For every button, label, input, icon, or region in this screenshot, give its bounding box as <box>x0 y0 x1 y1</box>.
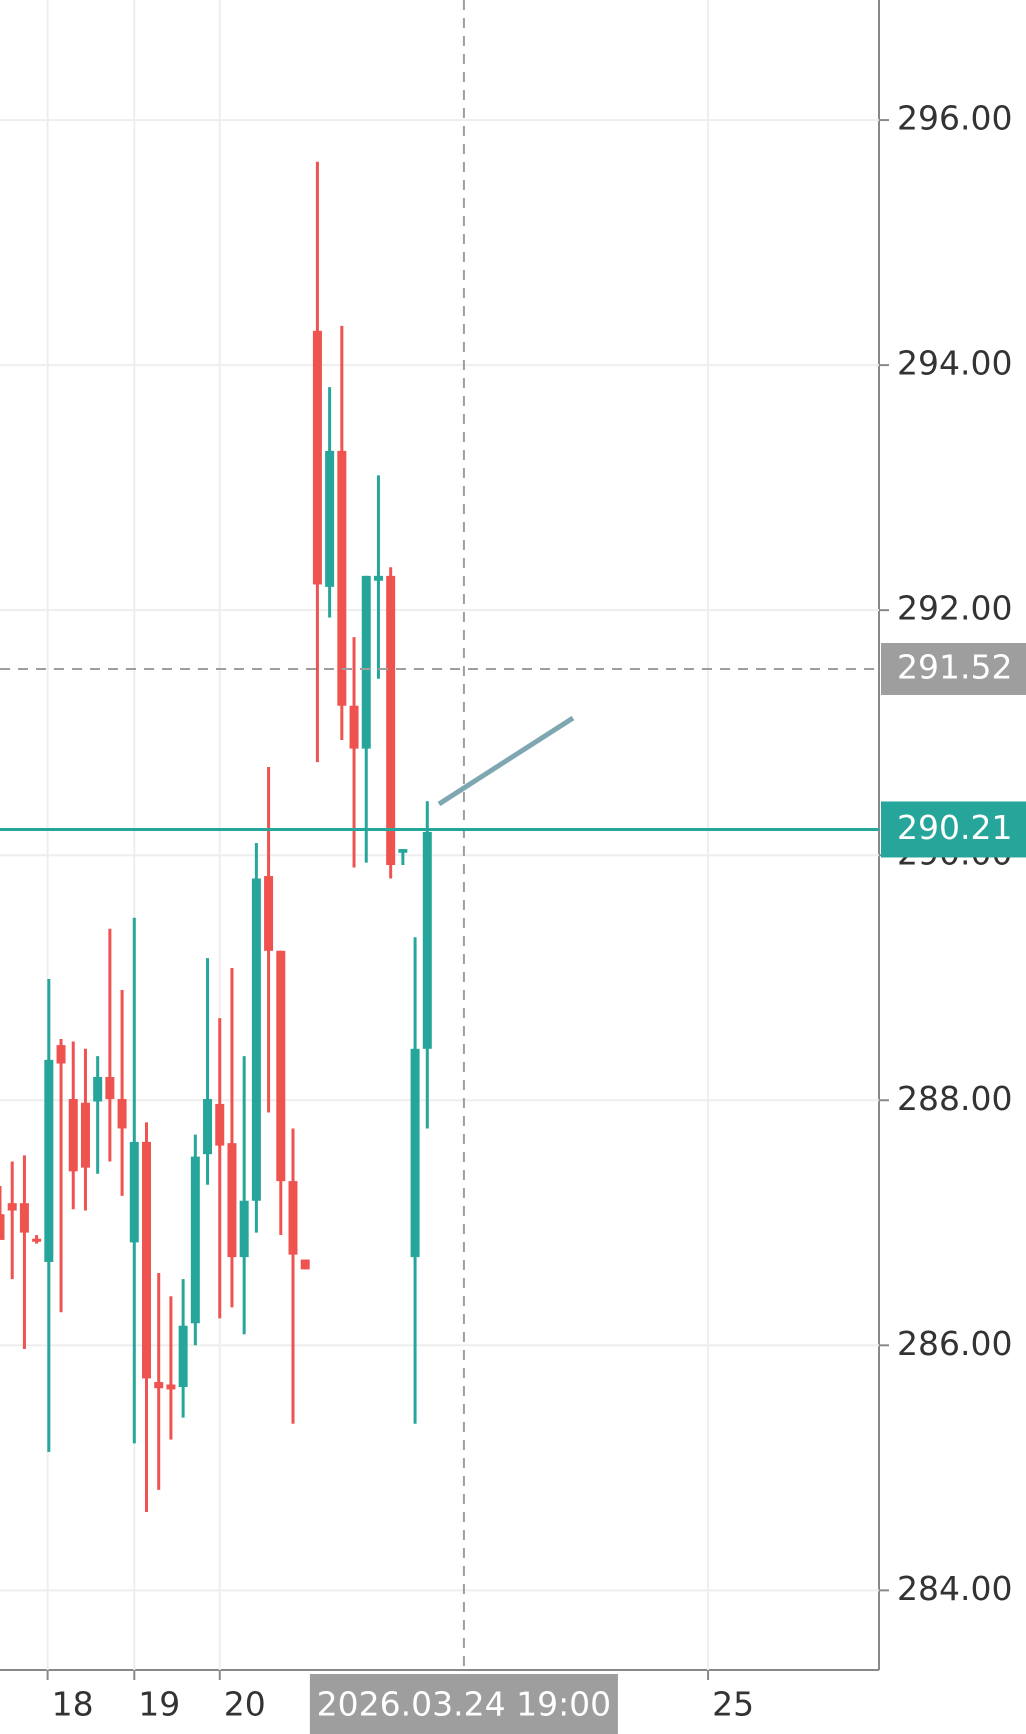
crosshair-x-label: 2026.03.24 19:00 <box>317 1685 612 1724</box>
candle-body <box>56 1045 66 1064</box>
y-tick-label: 284.00 <box>897 1569 1012 1608</box>
price-label: 290.21 <box>897 808 1012 847</box>
candle-body <box>105 1076 115 1100</box>
y-tick-label: 294.00 <box>897 344 1012 383</box>
y-tick-label: 296.00 <box>897 99 1012 138</box>
candle-body <box>32 1238 42 1242</box>
y-tick-label: 288.00 <box>897 1079 1012 1118</box>
price-label-box <box>881 801 1026 858</box>
crosshair-y-label-box <box>881 642 1026 695</box>
x-tick-label: 19 <box>138 1685 180 1724</box>
candle-body <box>117 1099 127 1129</box>
candle-body <box>410 1048 420 1258</box>
x-tick-label: 25 <box>712 1685 754 1724</box>
candle-body <box>422 831 432 1049</box>
candle-body <box>288 1181 298 1255</box>
candle-body <box>68 1099 78 1172</box>
crosshair-x-label-box <box>309 1674 618 1734</box>
candle-body <box>178 1325 188 1387</box>
candle-body <box>300 1259 310 1270</box>
candle-body <box>386 575 396 866</box>
candle-body <box>0 1214 5 1240</box>
candle-body <box>264 876 274 951</box>
candle-body <box>142 1141 151 1379</box>
candle-body <box>203 1099 213 1155</box>
grid <box>0 0 889 1680</box>
y-tick-label: 286.00 <box>897 1324 1012 1363</box>
candle-body <box>276 950 286 1182</box>
x-tick-label: 18 <box>52 1685 94 1724</box>
crosshair-y-label: 291.52 <box>897 647 1012 686</box>
candle-body <box>93 1076 103 1102</box>
candle-body <box>337 450 347 706</box>
candle-body <box>239 1200 249 1258</box>
x-tick-label: 20 <box>224 1685 266 1724</box>
candle-body <box>44 1059 54 1262</box>
candle-body <box>227 1143 237 1258</box>
candle-body <box>19 1203 29 1233</box>
candle-body <box>312 330 322 585</box>
y-tick-label: 292.00 <box>897 589 1012 628</box>
candle-body <box>215 1103 225 1146</box>
candle-body <box>190 1156 200 1324</box>
candle-body <box>129 1141 139 1243</box>
trend-line-drawing <box>437 715 575 807</box>
candle-body <box>361 575 371 749</box>
candle-body <box>80 1102 90 1168</box>
candle-body <box>349 705 359 749</box>
candles <box>0 161 432 1512</box>
candle-body <box>325 450 335 587</box>
candle-body <box>251 878 261 1201</box>
candle-body <box>154 1382 164 1389</box>
candle-body <box>7 1203 17 1211</box>
candle-body <box>166 1384 176 1390</box>
candle-body <box>373 575 383 581</box>
candle-body <box>398 849 408 853</box>
